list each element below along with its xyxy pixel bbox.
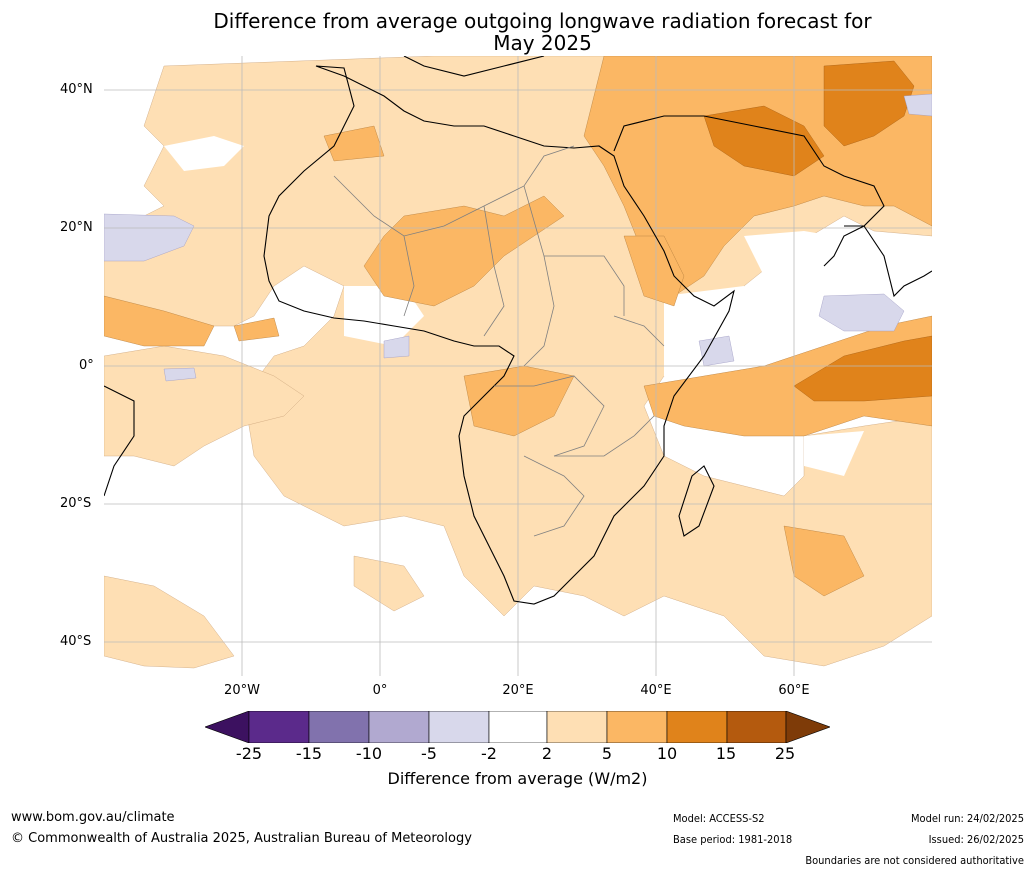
colorbar-extend-high bbox=[785, 711, 830, 743]
footer-base-period: Base period: 1981-2018 bbox=[673, 833, 793, 846]
anomaly-fill-minus bbox=[104, 93, 932, 382]
anomaly-fill-neutral bbox=[164, 136, 894, 476]
title-line-2: May 2025 bbox=[493, 31, 592, 55]
lon-label-0: 0° bbox=[372, 683, 388, 698]
lon-label-20w: 20°W bbox=[224, 683, 260, 698]
colorbar-tick: 25 bbox=[774, 744, 796, 763]
colorbar-extend-low bbox=[205, 711, 250, 743]
lat-label-40n: 40°N bbox=[60, 82, 93, 97]
lat-label-20n: 20°N bbox=[60, 220, 93, 235]
lat-label-0: 0° bbox=[79, 358, 94, 373]
anomaly-map bbox=[104, 56, 932, 676]
colorbar-seg-3 bbox=[368, 711, 430, 743]
lon-label-60e: 60°E bbox=[778, 683, 810, 698]
title-line-1: Difference from average outgoing longwav… bbox=[213, 9, 872, 33]
footer-url-link[interactable]: www.bom.gov.au/climate bbox=[11, 810, 175, 825]
colorbar-tick: -25 bbox=[235, 744, 263, 763]
colorbar-tick: -2 bbox=[481, 744, 497, 763]
colorbar-title: Difference from average (W/m2) bbox=[387, 769, 648, 788]
colorbar-seg-2 bbox=[308, 711, 370, 743]
footer-issued: Issued: 26/02/2025 bbox=[928, 833, 1024, 846]
chart-title: Difference from average outgoing longwav… bbox=[0, 10, 1035, 54]
colorbar-seg-5 bbox=[488, 711, 548, 743]
footer-copyright: © Commonwealth of Australia 2025, Austra… bbox=[11, 831, 472, 846]
colorbar-seg-1 bbox=[248, 711, 310, 743]
colorbar-tick: -15 bbox=[295, 744, 323, 763]
colorbar-tick: 15 bbox=[715, 744, 737, 763]
colorbar-tick: 10 bbox=[656, 744, 678, 763]
lon-label-20e: 20°E bbox=[502, 683, 534, 698]
colorbar-tick: -10 bbox=[355, 744, 383, 763]
colorbar-seg-4 bbox=[428, 711, 490, 743]
lat-label-40s: 40°S bbox=[60, 634, 92, 649]
footer-model-run: Model run: 24/02/2025 bbox=[911, 812, 1024, 825]
colorbar-tick: -5 bbox=[421, 744, 437, 763]
map-panel bbox=[104, 56, 932, 676]
footer-model: Model: ACCESS-S2 bbox=[673, 812, 765, 825]
colorbar-seg-6 bbox=[546, 711, 608, 743]
lon-label-40e: 40°E bbox=[640, 683, 672, 698]
colorbar bbox=[205, 711, 830, 743]
colorbar-seg-9 bbox=[726, 711, 787, 743]
colorbar-tick: 5 bbox=[601, 744, 613, 763]
colorbar-tick: 2 bbox=[541, 744, 553, 763]
graticule bbox=[104, 56, 932, 676]
country-borders bbox=[333, 145, 665, 537]
footer-disclaimer: Boundaries are not considered authoritat… bbox=[805, 854, 1024, 867]
colorbar-seg-8 bbox=[666, 711, 728, 743]
lat-label-20s: 20°S bbox=[60, 496, 92, 511]
colorbar-seg-7 bbox=[606, 711, 668, 743]
